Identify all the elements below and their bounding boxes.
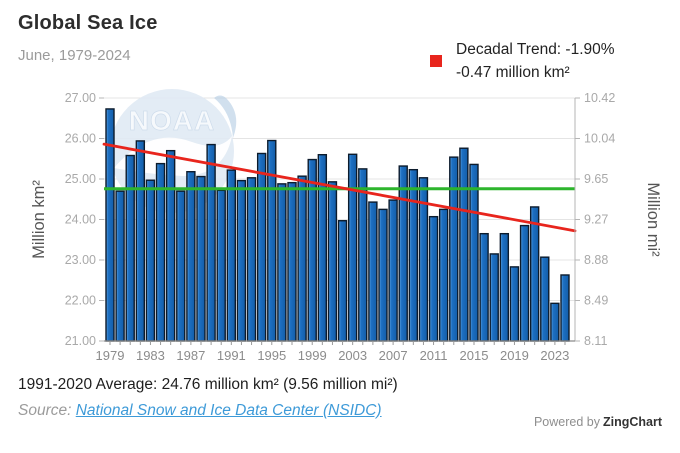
y-axis-tick-label: 26.00	[65, 132, 96, 146]
y-axis-tick-label: 25.00	[65, 172, 96, 186]
legend: Decadal Trend: -1.90% -0.47 million km²	[430, 38, 615, 84]
chart-subtitle: June, 1979-2024	[18, 47, 131, 64]
bar-2011	[428, 215, 439, 342]
trend-line	[102, 142, 577, 233]
x-axis-tick-label: 1991	[217, 348, 246, 363]
bar-2003	[347, 153, 358, 342]
bar-2019	[509, 266, 520, 342]
legend-text: Decadal Trend: -1.90% -0.47 million km²	[456, 38, 615, 84]
bar-2008	[398, 165, 408, 342]
svg-text:NOAA: NOAA	[129, 105, 215, 136]
bar-2001	[327, 181, 338, 342]
bar-1987	[186, 171, 196, 342]
y-axis-tick-label: 21.00	[65, 334, 96, 348]
bar-2018	[499, 232, 510, 342]
bar-2007	[388, 199, 398, 342]
x-axis-tick-label: 2019	[500, 348, 529, 363]
bar-1995	[267, 139, 277, 342]
source-label: Source:	[18, 402, 76, 419]
powered-by: Powered by ZingChart	[534, 415, 662, 429]
bar-1994	[256, 152, 267, 342]
bar-2009	[408, 168, 419, 342]
y2-axis-tick-label: 8.11	[584, 334, 607, 348]
y-axis-tick-label: 22.00	[65, 294, 96, 308]
bar-1985	[165, 149, 176, 342]
bar-2021	[529, 206, 540, 342]
y2-axis-tick-label: 9.65	[584, 172, 608, 186]
bar-2020	[519, 224, 530, 342]
y-axis-tick-label: 24.00	[65, 213, 96, 227]
trend-legend-marker	[430, 55, 442, 67]
bar-2006	[378, 208, 388, 342]
bar-2013	[449, 156, 459, 342]
y2-axis-tick-label: 8.88	[584, 253, 608, 267]
bar-1997	[287, 181, 297, 342]
bar-1989	[206, 143, 216, 342]
bar-2004	[358, 168, 368, 342]
x-axis-tick-label: 2011	[420, 348, 448, 363]
legend-line-1: Decadal Trend: -1.90%	[456, 41, 615, 58]
bar-1980	[115, 190, 125, 342]
bar-1982	[135, 140, 146, 342]
bar-2012	[438, 208, 449, 342]
y-axis-tick-label: 23.00	[65, 253, 96, 267]
bar-1988	[196, 175, 206, 342]
average-note: 1991-2020 Average: 24.76 million km² (9.…	[18, 376, 398, 393]
bar-1993	[246, 177, 257, 342]
bar-2024	[560, 274, 570, 342]
bar-2016	[479, 232, 489, 342]
bar-1983	[145, 179, 156, 342]
x-axis-tick-label: 2003	[338, 348, 367, 363]
powered-by-label: Powered by	[533, 415, 600, 429]
bar-1990	[216, 189, 226, 342]
bar-1999	[307, 158, 317, 342]
legend-line-2: -0.47 million km²	[456, 64, 570, 81]
y2-axis-tick-label: 9.27	[584, 213, 608, 227]
x-axis-tick-label: 2007	[379, 348, 408, 363]
bar-1992	[236, 179, 247, 342]
bar-1998	[297, 175, 307, 342]
source-line: Source: National Snow and Ice Data Cente…	[18, 402, 382, 420]
y2-axis-title: Million mi²	[644, 182, 662, 257]
bar-2017	[489, 253, 499, 342]
bar-2023	[550, 302, 560, 342]
bar-2002	[337, 220, 348, 342]
zingchart-brand: ZingChart	[602, 415, 662, 429]
bar-1996	[277, 183, 287, 342]
y2-axis-tick-label: 8.49	[584, 294, 608, 308]
bar-2022	[540, 256, 550, 342]
y2-axis-tick-label: 10.42	[584, 91, 615, 105]
x-axis-tick-label: 1979	[96, 348, 125, 363]
bar-2005	[368, 201, 378, 342]
bar-1986	[176, 190, 186, 342]
y-axis-title: Million km²	[30, 180, 48, 259]
x-axis-tick-label: 1983	[136, 348, 165, 363]
bar-2014	[459, 147, 469, 342]
x-axis-tick-label: 1995	[257, 348, 286, 363]
bar-1981	[125, 154, 135, 342]
y-axis-tick-label: 27.00	[65, 91, 96, 105]
x-axis-tick-label: 1987	[176, 348, 205, 363]
source-link[interactable]: National Snow and Ice Data Center (NSIDC…	[75, 402, 382, 419]
bar-2015	[469, 163, 479, 342]
x-axis-tick-label: 1999	[298, 348, 327, 363]
chart-title: Global Sea Ice	[18, 12, 158, 34]
bar-1991	[226, 169, 237, 342]
x-axis-tick-label: 2023	[540, 348, 569, 363]
y2-axis-tick-label: 10.04	[584, 132, 615, 146]
x-axis-tick-label: 2015	[460, 348, 489, 363]
